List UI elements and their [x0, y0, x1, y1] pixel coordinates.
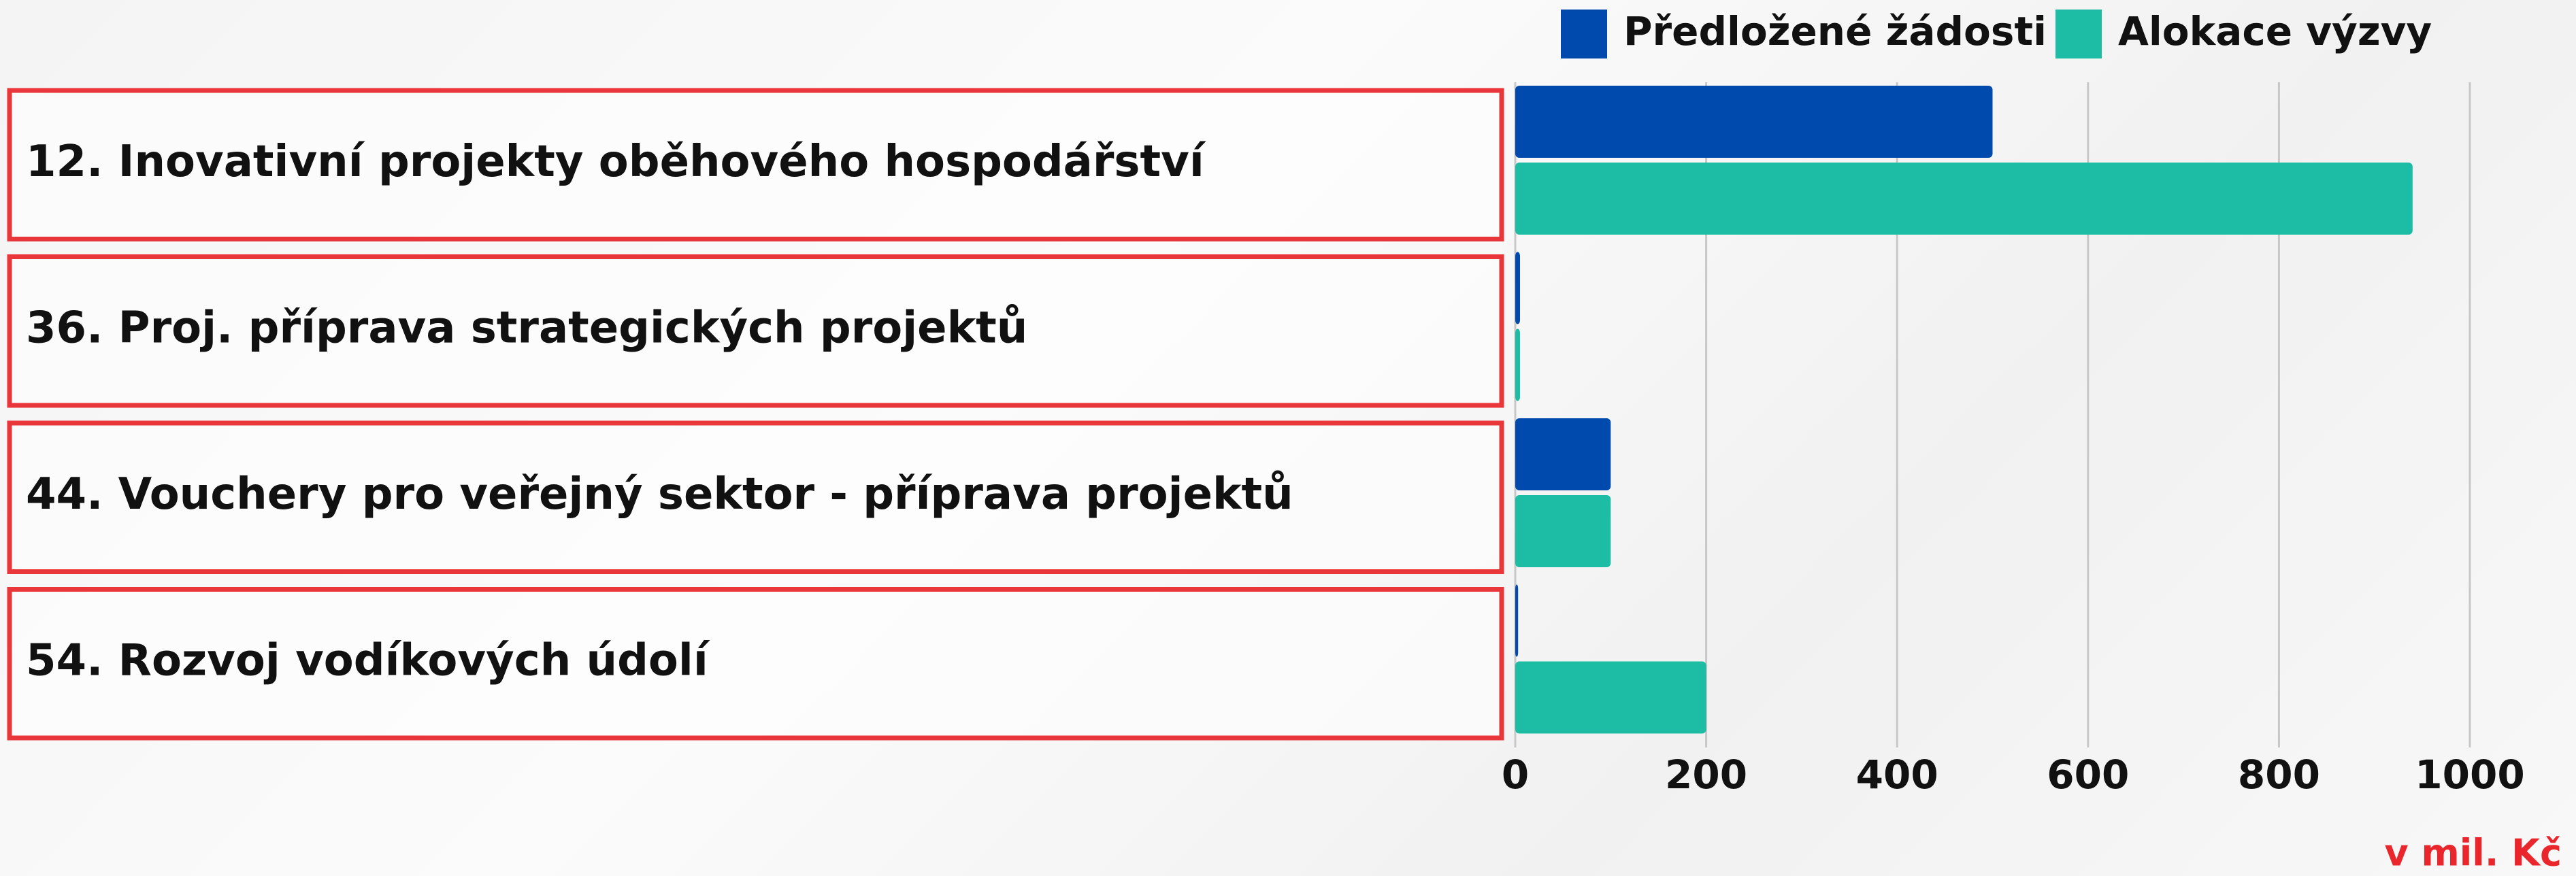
bar: [1515, 418, 1611, 490]
category-box: [7, 420, 1504, 574]
x-tick-label: 600: [2047, 752, 2129, 798]
x-tick-label: 800: [2238, 752, 2320, 798]
bar: [1515, 163, 2413, 235]
legend-swatch: [2055, 10, 2102, 58]
category-label: 12. Inovativní projekty oběhového hospod…: [26, 137, 1206, 187]
legend-swatch: [1561, 10, 1607, 58]
category-box: [7, 88, 1504, 241]
bar: [1515, 584, 1519, 657]
bar: [1515, 495, 1611, 567]
x-tick-label: 1000: [2415, 752, 2524, 798]
legend-label: Předložené žádosti: [1623, 8, 2047, 54]
bar: [1515, 252, 1521, 324]
x-tick-label: 200: [1665, 752, 1747, 798]
bar: [1515, 328, 1521, 401]
bar: [1515, 86, 1993, 158]
x-tick-label: 400: [1856, 752, 1938, 798]
unit-label: v mil. Kč: [2385, 832, 2562, 875]
category-box: [7, 254, 1504, 408]
bar: [1515, 661, 1706, 734]
legend-label: Alokace výzvy: [2118, 8, 2432, 54]
category-label: 36. Proj. příprava strategických projekt…: [26, 303, 1027, 353]
category-label: 44. Vouchery pro veřejný sektor - přípra…: [26, 469, 1293, 520]
category-label: 54. Rozvoj vodíkových údolí: [26, 635, 710, 686]
x-tick-label: 0: [1502, 752, 1529, 798]
category-box: [7, 587, 1504, 741]
